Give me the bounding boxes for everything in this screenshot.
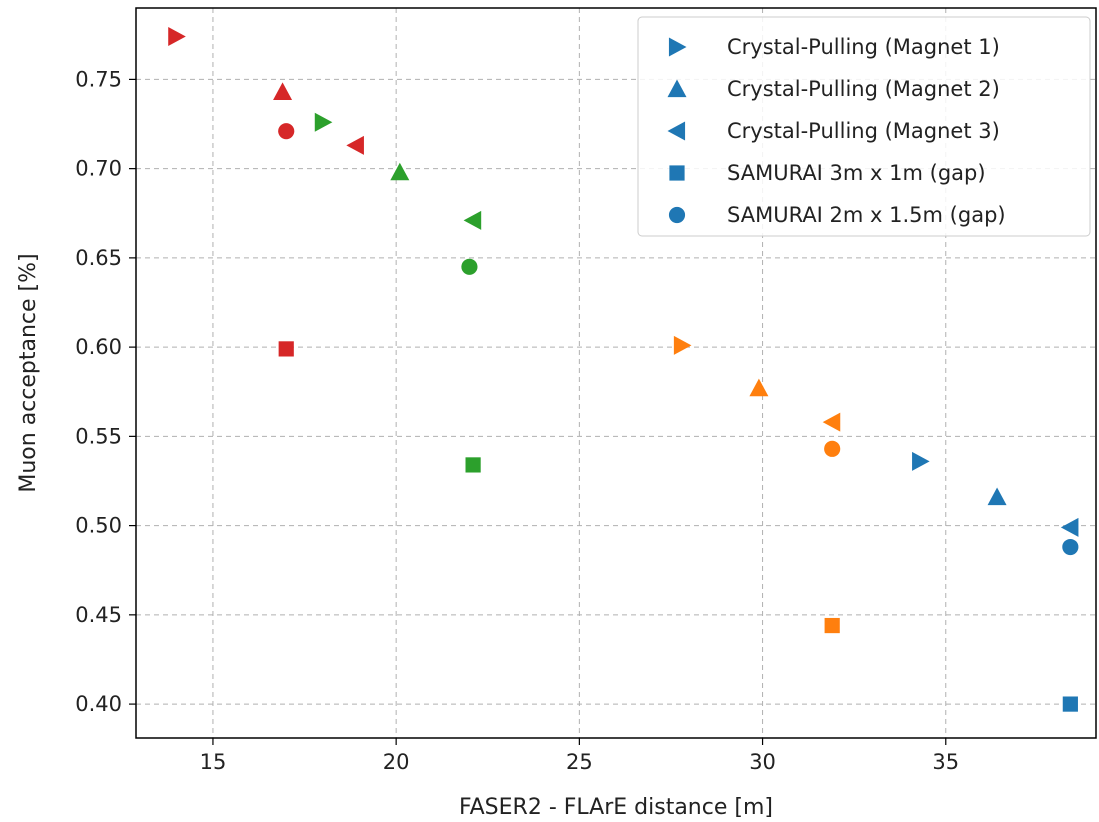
data-point-triangle-up	[987, 487, 1007, 506]
y-tick-label: 0.75	[75, 67, 122, 91]
legend-label: Crystal-Pulling (Magnet 1)	[727, 35, 1000, 59]
data-point-square	[465, 457, 481, 473]
y-tick-label: 0.65	[75, 246, 122, 270]
data-point-triangle-right	[673, 335, 692, 355]
legend-marker-triangle-up	[667, 79, 687, 98]
data-point-triangle-right	[912, 451, 930, 471]
data-point-circle	[461, 258, 478, 275]
data-points	[168, 27, 1079, 712]
axis-ticks: 15 20 25 30 35 0.40 0.45 0.50 0.55 0.60 0.65 0.70 0.…	[75, 67, 959, 774]
legend-marker-circle	[668, 206, 686, 224]
legend: Crystal-Pulling (Magnet 1) Crystal-Pullin…	[637, 16, 1091, 237]
x-tick-label: 25	[566, 750, 593, 774]
y-axis-label: Muon acceptance [%]	[16, 253, 41, 492]
legend-marker-square	[669, 165, 685, 181]
x-tick-label: 20	[383, 750, 410, 774]
data-point-square	[278, 341, 294, 357]
y-tick-label: 0.60	[75, 335, 122, 359]
legend-label: Crystal-Pulling (Magnet 3)	[727, 119, 1000, 143]
legend-box	[637, 16, 1091, 237]
legend-marker-triangle-right	[668, 37, 687, 57]
data-point-triangle-up	[390, 162, 410, 181]
y-tick-label: 0.45	[75, 603, 122, 627]
data-point-triangle-up	[273, 82, 293, 100]
y-tick-label: 0.70	[75, 157, 122, 181]
data-point-circle	[824, 440, 841, 457]
data-point-triangle-right	[314, 112, 333, 132]
data-point-square	[1062, 696, 1078, 712]
y-tick-label: 0.55	[75, 424, 122, 448]
data-point-triangle-left	[822, 412, 841, 432]
data-point-circle	[278, 123, 295, 140]
data-point-triangle-left	[346, 135, 364, 155]
x-tick-label: 30	[749, 750, 776, 774]
data-point-triangle-left	[1060, 517, 1079, 537]
y-tick-label: 0.50	[75, 514, 122, 538]
x-tick-label: 35	[932, 750, 959, 774]
data-point-triangle-up	[749, 378, 769, 397]
legend-marker-triangle-left	[667, 121, 686, 141]
x-axis-label: FASER2 - FLArE distance [m]	[459, 795, 773, 820]
y-tick-label: 0.40	[75, 692, 122, 716]
legend-label: SAMURAI 3m x 1m (gap)	[727, 161, 986, 185]
data-point-triangle-right	[168, 27, 186, 47]
legend-label: SAMURAI 2m x 1.5m (gap)	[727, 203, 1006, 227]
legend-label: Crystal-Pulling (Magnet 2)	[727, 77, 1000, 101]
x-tick-label: 15	[200, 750, 227, 774]
plot-frame	[135, 7, 1097, 739]
data-point-circle	[1062, 538, 1079, 556]
data-point-square	[824, 617, 840, 634]
data-point-triangle-left	[463, 210, 482, 230]
